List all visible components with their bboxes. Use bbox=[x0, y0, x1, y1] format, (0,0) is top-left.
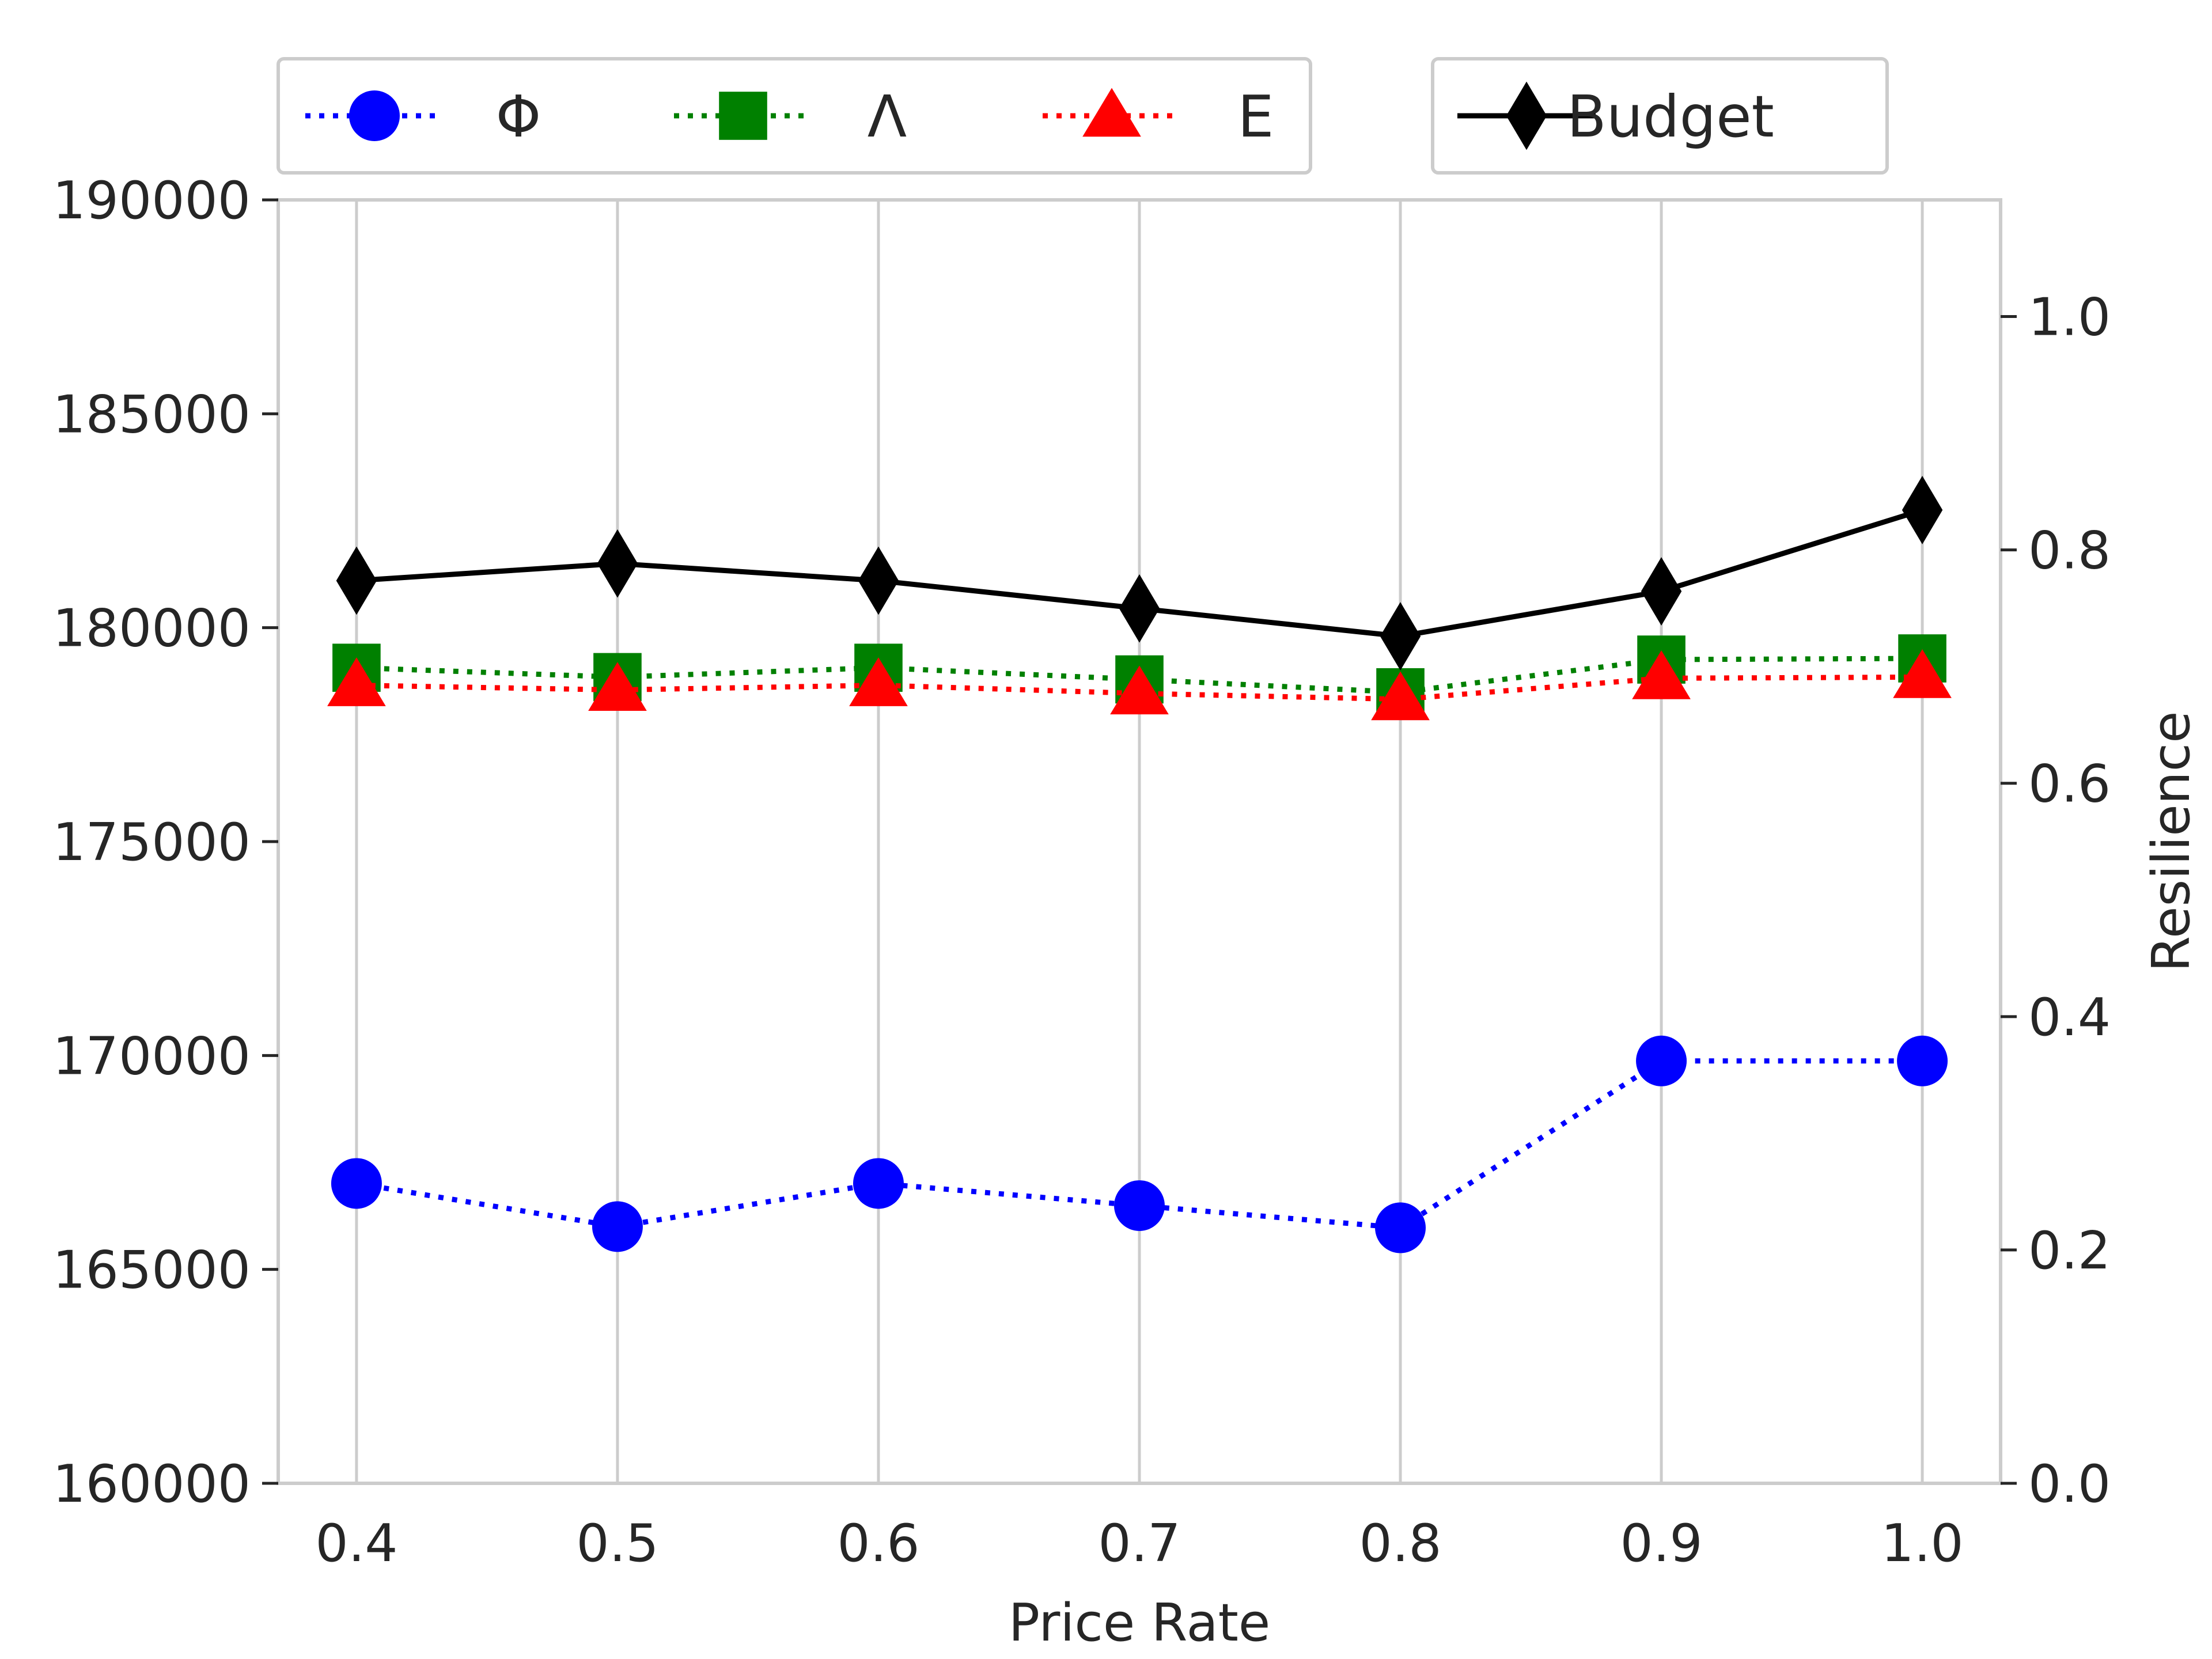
x-tick-label: 0.9 bbox=[1620, 1513, 1702, 1574]
data-point bbox=[1632, 650, 1691, 699]
legend-frame bbox=[276, 57, 1312, 175]
data-point bbox=[327, 657, 386, 706]
data-point bbox=[849, 657, 908, 706]
left-tick-label: 180000 bbox=[52, 599, 251, 659]
data-point bbox=[858, 546, 899, 615]
legend-marker bbox=[1506, 81, 1547, 150]
legend-label: Λ bbox=[868, 83, 907, 150]
left-y-axis: 160000 165000 170000 175000 180000 185000 1900… bbox=[52, 171, 278, 1514]
data-point bbox=[853, 1158, 904, 1209]
left-tick-label: 175000 bbox=[52, 812, 251, 873]
series-group bbox=[331, 1035, 1948, 1253]
grid-lines bbox=[355, 200, 1924, 1483]
left-tick-label: 185000 bbox=[52, 384, 251, 445]
data-point bbox=[336, 546, 377, 615]
legend-label: Ε bbox=[1237, 83, 1274, 150]
legend-label: Budget bbox=[1567, 83, 1774, 150]
data-point bbox=[1110, 665, 1169, 715]
data-point bbox=[1897, 1035, 1948, 1086]
data-point bbox=[331, 1158, 382, 1209]
x-tick-label: 0.8 bbox=[1359, 1513, 1441, 1574]
data-point bbox=[1902, 476, 1943, 544]
series-budget bbox=[336, 476, 1943, 671]
left-tick-label: 170000 bbox=[52, 1026, 251, 1086]
left-tick-label: 160000 bbox=[52, 1454, 251, 1514]
legend-marker bbox=[349, 90, 400, 141]
legend-label: Φ bbox=[496, 83, 541, 150]
right-tick-label: 0.8 bbox=[2028, 521, 2111, 581]
right-y-axis-title: Resilience bbox=[2141, 711, 2202, 972]
data-point bbox=[1380, 602, 1421, 671]
x-tick-label: 1.0 bbox=[1881, 1513, 1964, 1574]
x-tick-label: 0.6 bbox=[837, 1513, 919, 1574]
right-tick-label: 1.0 bbox=[2028, 287, 2111, 348]
legend-frame bbox=[1431, 57, 1889, 175]
right-tick-label: 0.2 bbox=[2028, 1221, 2111, 1281]
data-point bbox=[1371, 671, 1430, 721]
series-layer bbox=[327, 476, 1952, 1253]
x-tick-label: 0.7 bbox=[1098, 1513, 1180, 1574]
data-point bbox=[597, 529, 638, 598]
x-tick-label: 0.4 bbox=[315, 1513, 397, 1574]
right-y-axis: 0.0 0.2 0.4 0.6 0.8 1.0 bbox=[2001, 287, 2111, 1514]
x-axis: 0.4 0.5 0.6 0.7 0.8 0.9 1.0 bbox=[315, 1513, 1963, 1574]
data-point bbox=[1119, 574, 1160, 643]
right-tick-label: 0.0 bbox=[2028, 1454, 2111, 1514]
data-point bbox=[1641, 557, 1682, 626]
right-tick-label: 0.4 bbox=[2028, 987, 2111, 1048]
left-tick-label: 165000 bbox=[52, 1240, 251, 1301]
legend-marker bbox=[719, 92, 767, 140]
data-point bbox=[588, 662, 647, 711]
left-tick-label: 190000 bbox=[52, 171, 251, 231]
legend-marker bbox=[1082, 88, 1141, 137]
legend-budget: Budget bbox=[1431, 57, 1889, 175]
right-tick-label: 0.6 bbox=[2028, 754, 2111, 815]
x-axis-title: Price Rate bbox=[1009, 1593, 1271, 1653]
data-point bbox=[1636, 1035, 1687, 1086]
data-point bbox=[592, 1201, 643, 1252]
data-point bbox=[1375, 1202, 1426, 1253]
data-point bbox=[1114, 1180, 1165, 1231]
x-tick-label: 0.5 bbox=[576, 1513, 658, 1574]
data-point bbox=[1893, 649, 1952, 698]
series-group bbox=[327, 649, 1952, 721]
